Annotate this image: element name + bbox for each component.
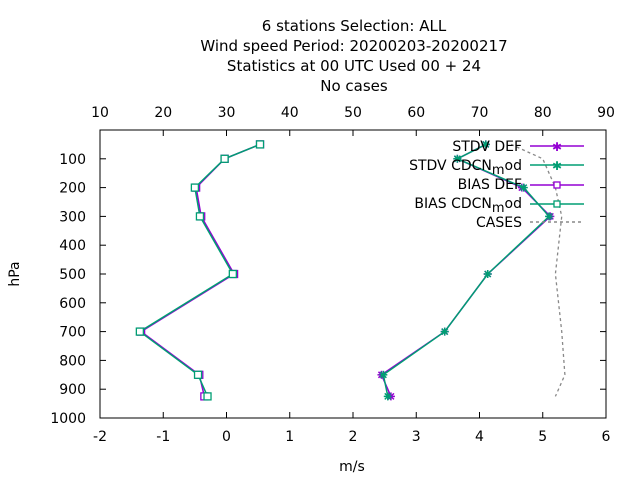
series-point-stdv-cdcn-mod bbox=[440, 327, 449, 336]
x-tick-label: 0 bbox=[222, 429, 231, 445]
plot-frame bbox=[99, 129, 607, 419]
y-tick-label: 100 bbox=[59, 152, 86, 168]
x2-tick-label: 80 bbox=[534, 105, 552, 121]
y-tick-label: 400 bbox=[59, 238, 86, 254]
series-point-bias-cdcn-mod bbox=[220, 154, 229, 163]
y-tick-label: 700 bbox=[59, 325, 86, 341]
series-point-stdv-cdcn-mod bbox=[483, 270, 492, 278]
series-point-stdv-cdcn-mod bbox=[453, 154, 462, 163]
x-axis-label: m/s bbox=[339, 459, 365, 475]
x2-tick-label: 70 bbox=[471, 105, 489, 121]
series-point-stdv-cdcn-mod bbox=[545, 212, 554, 221]
x2-tick-label: 10 bbox=[91, 105, 109, 121]
y-tick-label: 500 bbox=[59, 267, 86, 283]
legend-label-bias-cdcn-mod: BIAS CDCNmod bbox=[414, 196, 522, 216]
series-point-bias-cdcn-mod bbox=[195, 212, 205, 221]
x-tick-label: 6 bbox=[602, 429, 611, 445]
legend-label-stdv-def: STDV DEF bbox=[452, 139, 522, 155]
x-tick-label: 2 bbox=[349, 429, 358, 445]
y-tick-label: 300 bbox=[59, 209, 86, 225]
legend-marker-bias-cdcn-mod bbox=[553, 200, 561, 208]
x2-tick-label: 90 bbox=[597, 105, 615, 121]
x2-tick-label: 20 bbox=[154, 105, 172, 121]
series-line-cases bbox=[510, 143, 566, 397]
y-tick-label: 900 bbox=[59, 382, 86, 398]
x-tick-label: 5 bbox=[538, 429, 547, 445]
chart-title-line-3: Statistics at 00 UTC Used 00 + 24 bbox=[227, 57, 481, 75]
x2-tick-label: 30 bbox=[218, 105, 236, 121]
y-tick-label: 200 bbox=[59, 181, 86, 197]
series-point-stdv-cdcn-mod bbox=[379, 370, 388, 379]
x-tick-label: 4 bbox=[475, 429, 484, 445]
series-point-bias-cdcn-mod bbox=[193, 370, 203, 379]
x-tick-label: -2 bbox=[93, 429, 107, 445]
legend-label-stdv-cdcn-mod: STDV CDCNmod bbox=[409, 158, 522, 178]
y-tick-label: 800 bbox=[59, 353, 86, 369]
x2-tick-label: 50 bbox=[344, 105, 362, 121]
series-point-bias-cdcn-mod bbox=[190, 183, 200, 192]
x2-tick-label: 40 bbox=[281, 105, 299, 121]
x-tick-label: -1 bbox=[156, 429, 170, 445]
legend-marker-stdv-cdcn-mod: ✱ bbox=[552, 159, 562, 173]
series-point-stdv-cdcn-mod bbox=[383, 392, 392, 401]
series-line-bias-cdcn-mod bbox=[138, 143, 261, 397]
series-point-bias-cdcn-mod bbox=[203, 392, 212, 401]
series-point-stdv-cdcn-mod bbox=[481, 140, 490, 149]
y-tick-label: 600 bbox=[59, 296, 86, 312]
x2-tick-label: 60 bbox=[407, 105, 425, 121]
series-point-bias-cdcn-mod bbox=[255, 140, 265, 149]
series-point-stdv-cdcn-mod bbox=[519, 183, 528, 192]
series-line-stdv-cdcn-mod bbox=[382, 143, 551, 397]
x-tick-label: 3 bbox=[412, 429, 421, 445]
chart-title-line-1: 6 stations Selection: ALL bbox=[262, 17, 447, 35]
chart-title-line-2: Wind speed Period: 20200203-20200217 bbox=[200, 37, 507, 55]
chart-title-line-4: No cases bbox=[320, 77, 388, 95]
y-tick-label: 1000 bbox=[50, 411, 86, 427]
legend-marker-stdv-def: ✱ bbox=[552, 140, 562, 154]
series-point-bias-cdcn-mod bbox=[228, 269, 237, 279]
legend-marker-bias-def bbox=[553, 181, 561, 189]
legend-label-bias-def: BIAS DEF bbox=[458, 177, 522, 193]
legend-label-cases: CASES bbox=[476, 215, 522, 231]
y-axis-label: hPa bbox=[7, 261, 23, 286]
series-point-bias-cdcn-mod bbox=[135, 327, 144, 336]
x-tick-label: 1 bbox=[285, 429, 294, 445]
legend: STDV DEF ✱ STDV CDCNmod ✱ BIAS DEF BIAS … bbox=[409, 139, 584, 231]
